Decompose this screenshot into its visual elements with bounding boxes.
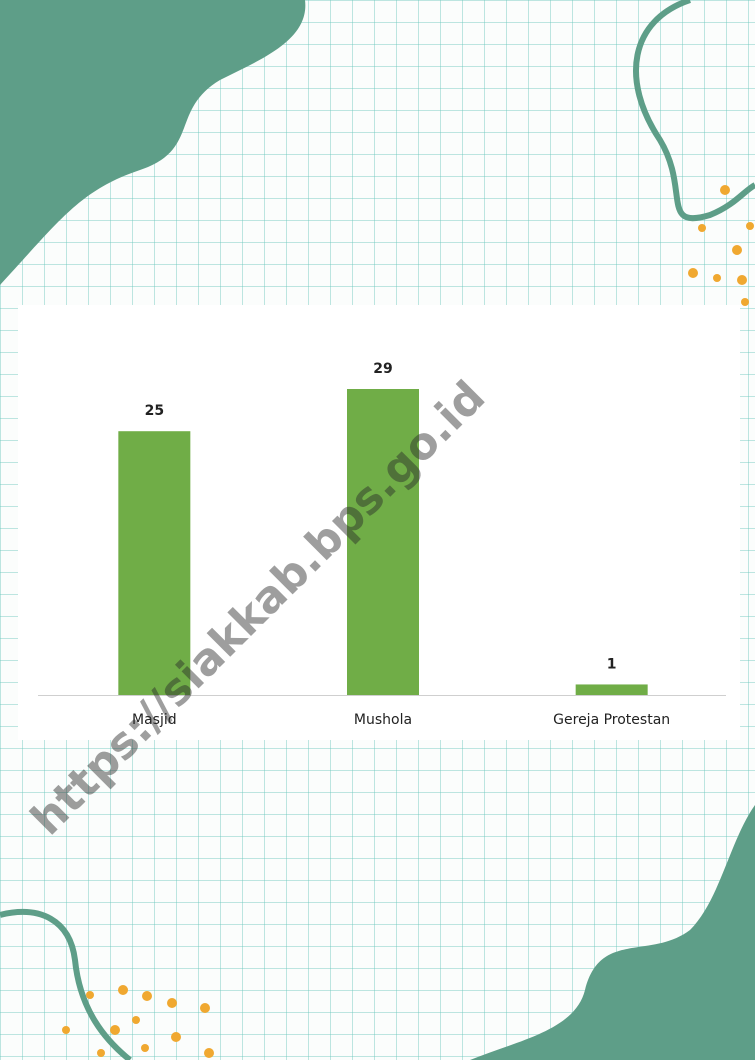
- x-tick-label: Gereja Protestan: [553, 712, 670, 728]
- bar: [118, 431, 191, 695]
- data-label: 25: [145, 403, 164, 419]
- x-tick-label: Mushola: [354, 712, 412, 728]
- x-tick-label: Masjid: [132, 712, 177, 728]
- data-label: 1: [607, 656, 617, 672]
- data-label: 29: [373, 361, 392, 377]
- bar: [347, 389, 419, 695]
- bar: [575, 684, 648, 695]
